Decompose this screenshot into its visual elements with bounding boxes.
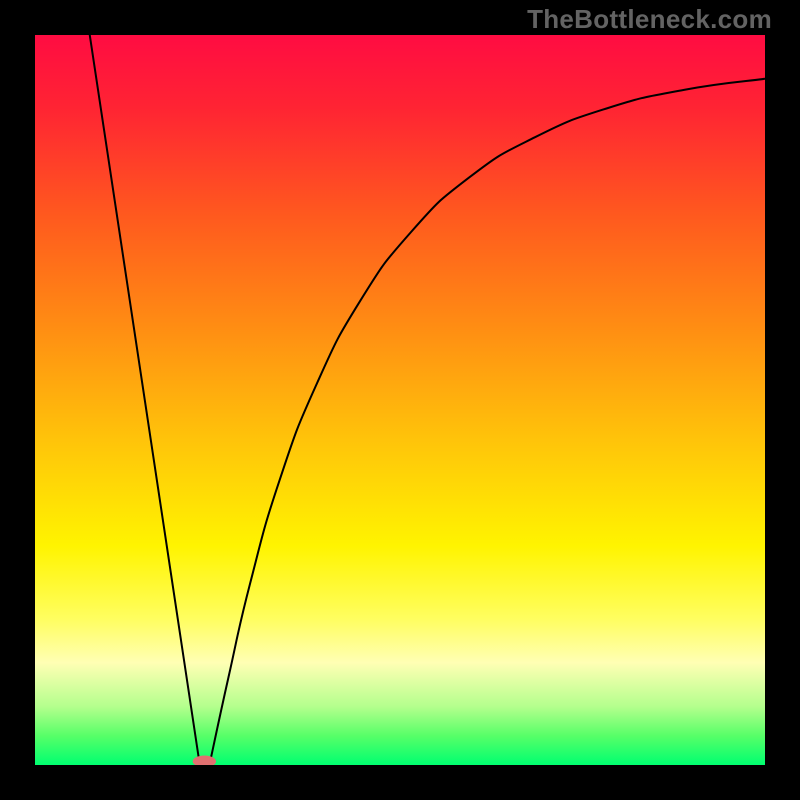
watermark-text: TheBottleneck.com (527, 4, 772, 35)
plot-svg (35, 35, 765, 765)
chart-frame: TheBottleneck.com (0, 0, 800, 800)
